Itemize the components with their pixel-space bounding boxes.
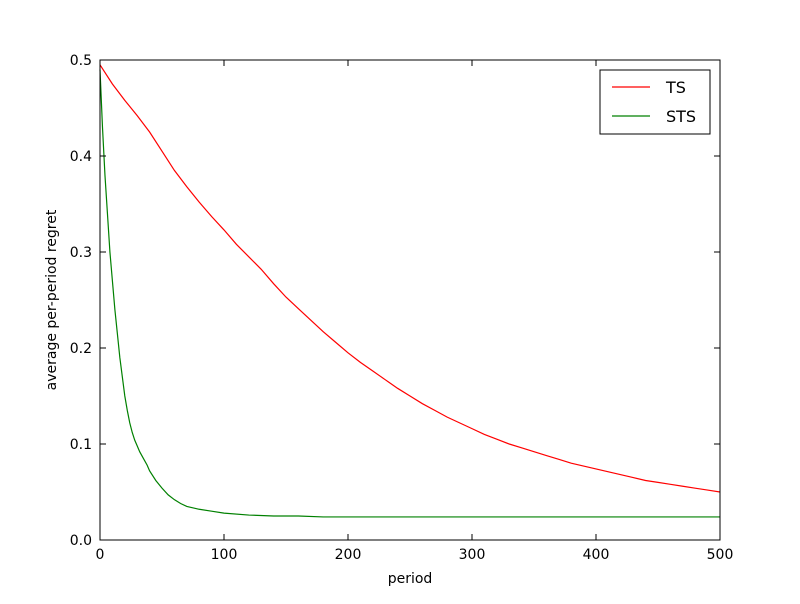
x-tick-label: 0 bbox=[96, 547, 105, 563]
x-axis-label: period bbox=[388, 571, 433, 587]
x-tick-label: 100 bbox=[211, 547, 238, 563]
y-tick-label: 0.2 bbox=[70, 341, 92, 357]
ticks-layer: 0 100 200 300 400 500 0.0 0.1 0.2 0.3 0.4 0.5 bbox=[70, 53, 734, 563]
y-tick-label: 0.0 bbox=[70, 533, 92, 549]
series-line-sts bbox=[99, 69, 720, 518]
x-tick-label: 500 bbox=[707, 547, 734, 563]
legend: TS STS bbox=[599, 69, 711, 135]
y-tick-label: 0.5 bbox=[70, 53, 92, 69]
legend-label-ts: TS bbox=[665, 78, 686, 97]
y-axis-label: average per-period regret bbox=[44, 209, 60, 390]
legend-box bbox=[599, 69, 711, 135]
legend-label-sts: STS bbox=[666, 107, 696, 126]
x-tick-label: 400 bbox=[583, 547, 610, 563]
plot-layer bbox=[99, 64, 721, 518]
y-tick-label: 0.4 bbox=[70, 149, 92, 165]
x-tick-label: 200 bbox=[335, 547, 362, 563]
series-line-ts bbox=[99, 64, 721, 493]
plot-frame bbox=[99, 59, 721, 541]
y-tick-label: 0.3 bbox=[70, 245, 92, 261]
y-tick-label: 0.1 bbox=[70, 437, 92, 453]
x-tick-label: 300 bbox=[459, 547, 486, 563]
